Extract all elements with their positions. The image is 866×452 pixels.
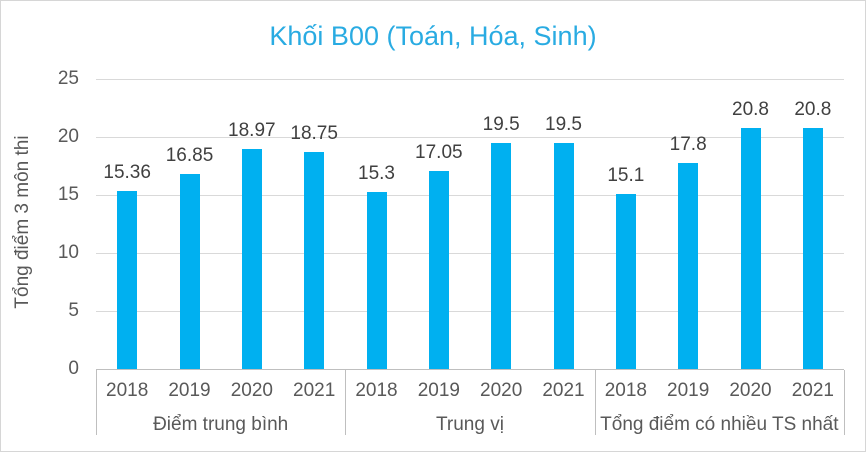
bar xyxy=(241,148,262,369)
chart-title: Khối B00 (Toán, Hóa, Sinh) xyxy=(269,21,597,51)
y-tick-label: 5 xyxy=(68,300,79,321)
bar-value-label: 15.36 xyxy=(103,161,151,183)
x-year-label: 2020 xyxy=(480,380,523,401)
bar xyxy=(304,151,325,369)
gridline xyxy=(96,253,844,254)
gridline xyxy=(96,79,844,80)
x-group-label: Tổng điểm có nhiều TS nhất xyxy=(600,414,839,435)
group-separator xyxy=(96,370,97,435)
bar xyxy=(740,127,761,369)
x-group-label: Trung vị xyxy=(436,414,504,435)
y-tick-label: 0 xyxy=(68,358,79,379)
bar-value-label: 17.05 xyxy=(415,142,463,164)
x-year-label: 2018 xyxy=(355,380,398,401)
y-tick-label: 15 xyxy=(57,184,79,205)
bar-value-label: 16.85 xyxy=(165,144,214,166)
bar-value-label: 15.1 xyxy=(607,164,645,186)
bar xyxy=(117,190,138,369)
x-year-label: 2018 xyxy=(106,380,149,401)
x-year-label: 2019 xyxy=(168,380,211,401)
bar xyxy=(678,162,699,369)
bar-value-label: 19.5 xyxy=(482,113,520,135)
gridline xyxy=(96,195,844,196)
bar xyxy=(428,171,449,369)
bar-value-label: 20.8 xyxy=(794,98,832,120)
y-tick-label: 25 xyxy=(57,68,79,89)
bar-value-label: 17.8 xyxy=(669,133,707,155)
gridline xyxy=(96,137,844,138)
bar-value-label: 20.8 xyxy=(732,98,769,120)
bar-value-label: 19.5 xyxy=(545,113,582,135)
bar-value-label: 18.97 xyxy=(228,119,276,141)
bar xyxy=(366,191,387,369)
bar xyxy=(179,173,200,369)
x-year-label: 2019 xyxy=(417,380,460,401)
group-separator xyxy=(844,370,845,435)
group-separator xyxy=(345,370,347,435)
y-tick-label: 10 xyxy=(57,242,79,263)
group-separator xyxy=(594,370,596,435)
y-tick-label: 20 xyxy=(57,126,79,147)
x-axis: 2018 2019 2020 2021 Điểm trung bình 2018 2019 2… xyxy=(96,369,845,441)
x-group-label: Điểm trung bình xyxy=(153,414,289,435)
x-year-label: 2019 xyxy=(667,380,710,401)
bar xyxy=(615,193,636,369)
bar-value-label: 15.3 xyxy=(358,162,395,184)
bar-value-label: 18.75 xyxy=(290,122,338,144)
x-year-label: 2020 xyxy=(729,380,772,401)
x-year-label: 2018 xyxy=(604,380,647,401)
x-year-label: 2021 xyxy=(791,380,834,401)
bar xyxy=(802,127,823,369)
x-year-label: 2021 xyxy=(542,380,585,401)
x-year-label: 2020 xyxy=(230,380,273,401)
bar xyxy=(553,142,574,369)
x-year-label: 2021 xyxy=(293,380,336,401)
gridline xyxy=(96,311,844,312)
bar xyxy=(491,142,512,369)
